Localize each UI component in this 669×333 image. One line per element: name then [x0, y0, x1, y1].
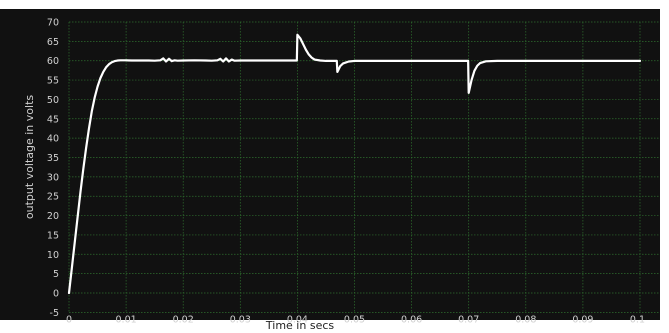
y-tick-label: 0: [53, 289, 59, 300]
y-axis-label: output voltage in volts: [23, 95, 36, 220]
y-tick-label: 10: [47, 250, 59, 261]
x-tick-label: 0.1: [630, 314, 645, 325]
x-tick-label: 0.06: [401, 314, 422, 325]
x-tick-label: 0.03: [230, 314, 251, 325]
x-tick-label: 0.05: [344, 314, 365, 325]
y-tick-label: 45: [47, 114, 59, 125]
x-axis-ticks: 0 0.01 0.02 0.03 0.04 0.05 0.06 0.07 0.08 0.09 0.1: [66, 314, 645, 325]
y-tick-label: 60: [47, 56, 59, 67]
x-axis-label: Time in secs: [265, 319, 334, 329]
y-tick-label: 5: [53, 269, 59, 280]
y-tick-label: 55: [47, 76, 59, 87]
x-tick-label: 0.02: [173, 314, 194, 325]
y-axis-ticks: -5 0 5 10 15 20 25 30 35 40 45 50 55 60 65 70: [47, 18, 59, 319]
y-tick-label: 15: [47, 230, 59, 241]
y-tick-label: 20: [47, 211, 59, 222]
y-tick-label: 40: [47, 134, 59, 145]
x-tick-label: 0.04: [287, 314, 308, 325]
y-tick-label: 35: [47, 153, 59, 164]
y-tick-label: -5: [50, 308, 59, 319]
x-tick-label: 0.09: [572, 314, 593, 325]
y-tick-label: 50: [47, 95, 59, 106]
series-line: [67, 33, 642, 295]
x-tick-label: 0.07: [458, 314, 479, 325]
y-tick-label: 30: [47, 172, 59, 183]
y-tick-label: 25: [47, 192, 59, 203]
series-layer: [67, 33, 642, 295]
y-tick-label: 65: [47, 37, 59, 48]
grid: [68, 21, 660, 313]
y-tick-label: 70: [47, 18, 59, 29]
x-tick-label: 0.01: [116, 314, 137, 325]
x-tick-label: 0: [66, 314, 72, 325]
x-tick-label: 0.08: [515, 314, 536, 325]
